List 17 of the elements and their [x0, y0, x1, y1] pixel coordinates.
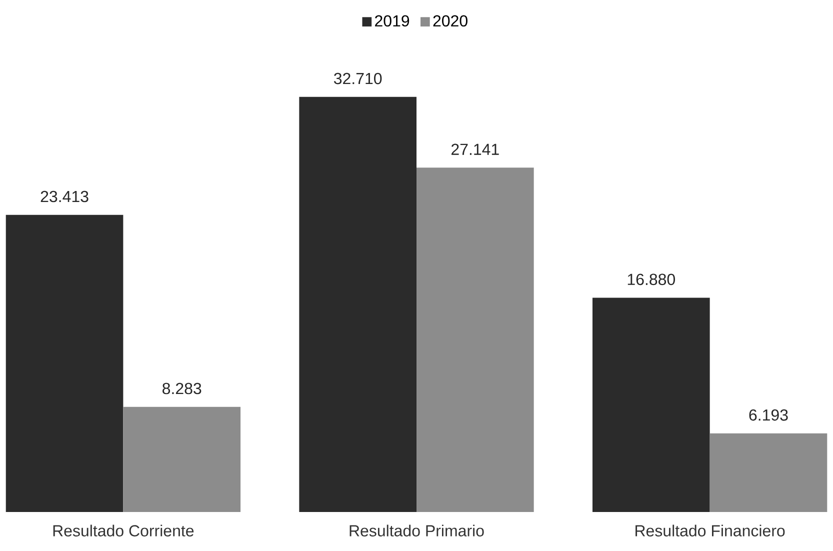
- bar: [123, 406, 241, 512]
- bar: [710, 433, 828, 512]
- bar: [416, 168, 534, 512]
- data-label: 23.413: [40, 190, 88, 202]
- x-tick-label: Resultado Corriente: [53, 524, 194, 536]
- legend-label: 2020: [433, 15, 468, 27]
- data-label: 16.880: [628, 274, 675, 286]
- data-label: 6.193: [749, 409, 788, 421]
- x-tick-label: Resultado Financiero: [636, 524, 785, 536]
- x-tick-label: Resultado Primario: [350, 524, 484, 536]
- bar: [6, 214, 124, 512]
- bar: [299, 96, 416, 512]
- data-label: 8.283: [162, 382, 202, 394]
- data-label: 27.141: [451, 144, 499, 155]
- legend-label: 2019: [375, 15, 410, 27]
- bar: [592, 298, 710, 512]
- data-label: 32.710: [334, 72, 382, 84]
